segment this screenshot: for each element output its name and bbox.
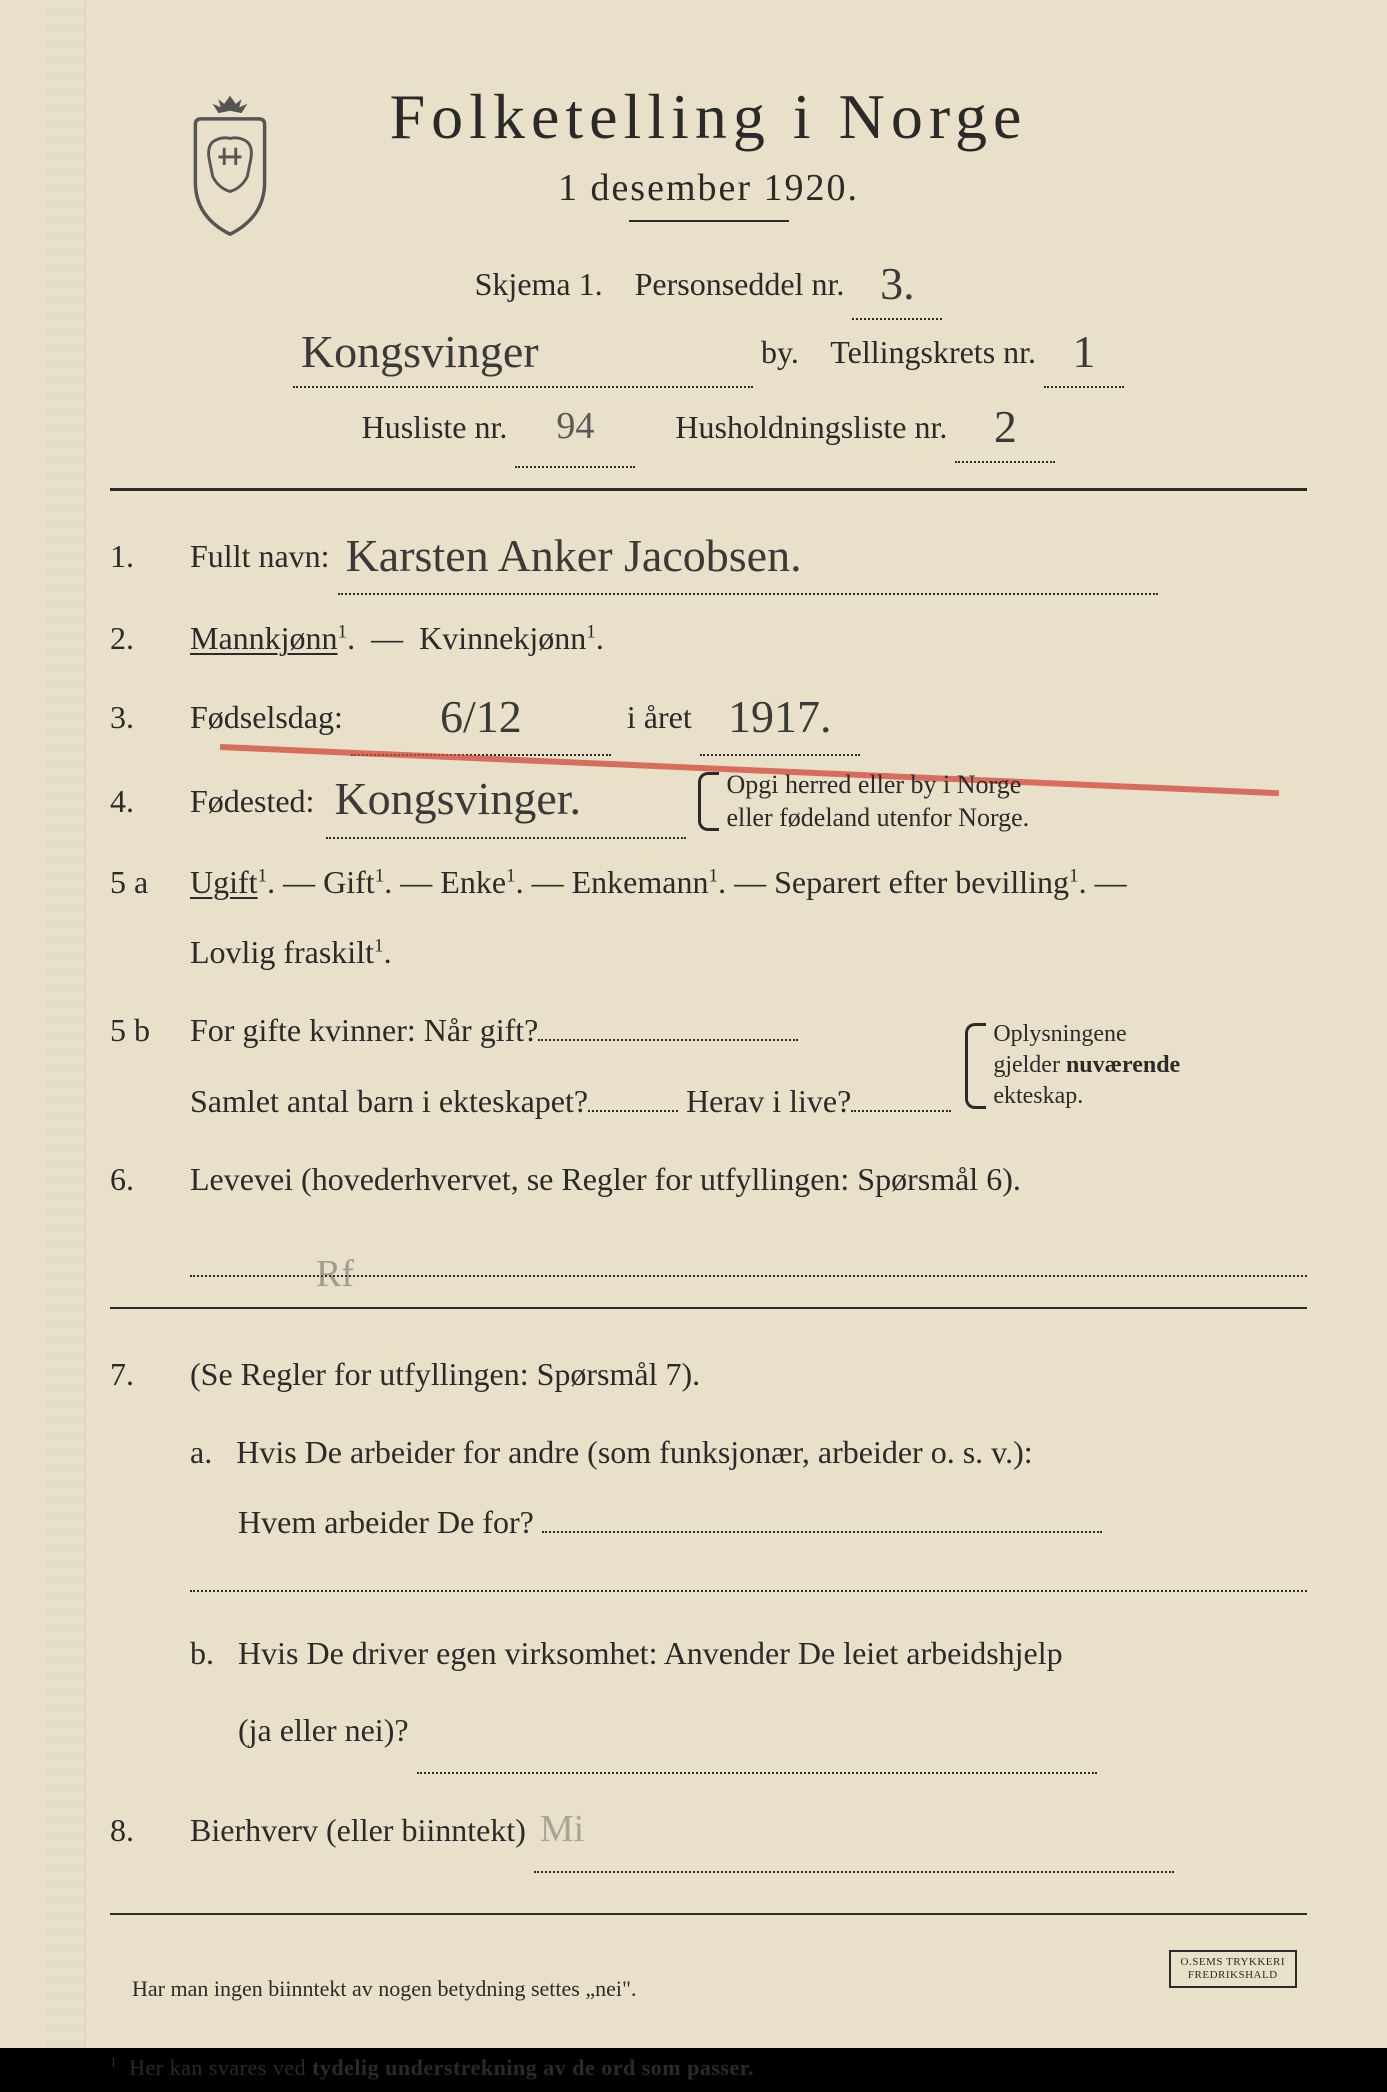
stamp-l2: FREDRIKSHALD [1188,1969,1278,1981]
stamp-l1: O.SEMS TRYKKERI [1181,1956,1285,1968]
skjema-label: Skjema 1. [475,266,603,302]
q3-label: Fødselsdag: [190,699,343,735]
printer-stamp: O.SEMS TRYKKERI FREDRIKSHALD [1169,1950,1297,1988]
question-3: 3. Fødselsdag: 6/12 i året 1917. [110,682,1307,756]
divider [110,488,1307,491]
divider-3 [110,1913,1307,1915]
q5a-enke: Enke [440,864,506,900]
q5b-note-l3: ekteskap. [993,1083,1083,1109]
q7b-text2: (ja eller nei)? [238,1712,409,1748]
q3-year: 1917. [728,691,832,742]
by-label: by. [761,334,799,370]
question-7b: b. Hvis De driver egen virksomhet: Anven… [190,1618,1307,1774]
q5a-num: 5 a [110,847,190,917]
q4-note-l2: eller fødeland utenfor Norge. [726,803,1029,832]
form-metadata: Skjema 1. Personseddel nr. 3. Kongsvinge… [110,252,1307,468]
question-6: 6. Levevei (hovederhvervet, se Regler fo… [110,1144,1307,1276]
question-5a: 5 a Ugift1. — Gift1. — Enke1. — Enkemann… [110,847,1307,988]
q5a-enkemann: Enkemann [572,864,709,900]
q5a-separert: Separert efter bevilling [774,864,1069,900]
q5b-herav: Herav i live? [686,1083,851,1119]
husliste-nr: 94 [556,405,594,447]
personseddel-label: Personseddel nr. [635,266,845,302]
q5a-gift: Gift [323,864,375,900]
q5b-note-l2: gjelder nuværende [993,1052,1180,1078]
q4-value: Kongsvinger. [334,773,581,824]
q5b-note: Oplysningene gjelder nuværende ekteskap. [965,1019,1180,1113]
q5b-num: 5 b [110,995,190,1065]
q1-num: 1. [110,521,190,591]
q6-num: 6. [110,1144,190,1214]
q8-mark: Mi [540,1808,584,1850]
q3-day: 6/12 [440,691,522,742]
q5b-samlet: Samlet antal barn i ekteskapet? [190,1083,588,1119]
q7-num: 7. [110,1339,190,1409]
husholdningsliste-nr: 2 [994,401,1017,452]
divider-2 [110,1307,1307,1309]
q2-kvinne: Kvinnekjønn [419,620,586,656]
footnote-biinntekt: Har man ingen biinntekt av nogen betydni… [110,1965,1307,2013]
coat-of-arms-icon [170,90,290,240]
q2-num: 2. [110,603,190,673]
q5a-ugift: Ugift [190,864,258,900]
census-form-page: Folketelling i Norge 1 desember 1920. Sk… [0,0,1387,2048]
question-5b: 5 b For gifte kvinner: Når gift? Samlet … [110,995,1307,1136]
q8-label: Bierhverv (eller biinntekt) [190,1812,526,1848]
q6-label: Levevei (hovederhvervet, se Regler for u… [190,1161,1021,1197]
personseddel-nr: 3. [880,258,915,309]
tellingskrets-label: Tellingskrets nr. [830,334,1036,370]
q3-year-label: i året [627,699,692,735]
q7a-text2: Hvem arbeider De for? [238,1504,534,1540]
q7b-label: b. [190,1635,214,1671]
question-8: 8. Bierhverv (eller biinntekt) Mi [110,1788,1307,1874]
husholdningsliste-label: Husholdningsliste nr. [675,409,947,445]
question-4: 4. Fødested: Kongsvinger. Opgi herred el… [110,764,1307,838]
q7b-text1: Hvis De driver egen virksomhet: Anvender… [238,1635,1063,1671]
q7a-label: a. [190,1434,212,1470]
q5a-lovlig: Lovlig fraskilt [190,934,374,970]
husliste-label: Husliste nr. [362,409,508,445]
title-rule [629,220,789,222]
q2-mann: Mannkjønn [190,620,338,656]
q8-num: 8. [110,1795,190,1865]
tellingskrets-nr: 1 [1073,326,1096,377]
footnote-1: 1 Her kan svares ved tydelig understrekn… [110,2044,1307,2092]
by-value: Kongsvinger [301,326,539,377]
question-1: 1. Fullt navn: Karsten Anker Jacobsen. [110,521,1307,595]
q1-value: Karsten Anker Jacobsen. [346,530,802,581]
q4-note-l1: Opgi herred eller by i Norge [726,770,1021,799]
q5b-note-l1: Oplysningene [993,1021,1126,1047]
question-2: 2. Mannkjønn1. — Kvinnekjønn1. [110,603,1307,673]
q7a-text1: Hvis De arbeider for andre (som funksjon… [236,1434,1032,1470]
q4-num: 4. [110,766,190,836]
question-7: 7. (Se Regler for utfyllingen: Spørsmål … [110,1339,1307,1409]
question-7a: a. Hvis De arbeider for andre (som funks… [190,1417,1307,1592]
q4-label: Fødested: [190,766,314,836]
q1-label: Fullt navn: [190,538,330,574]
q7-label: (Se Regler for utfyllingen: Spørsmål 7). [190,1339,1307,1409]
q5b-label: For gifte kvinner: Når gift? [190,1012,538,1048]
questions-block: 1. Fullt navn: Karsten Anker Jacobsen. 2… [110,521,1307,2092]
q6-mark: Rf [316,1253,354,1295]
q4-note: Opgi herred eller by i Norge eller fødel… [698,768,1029,836]
q3-num: 3. [110,682,190,752]
form-header: Folketelling i Norge 1 desember 1920. [110,80,1307,222]
